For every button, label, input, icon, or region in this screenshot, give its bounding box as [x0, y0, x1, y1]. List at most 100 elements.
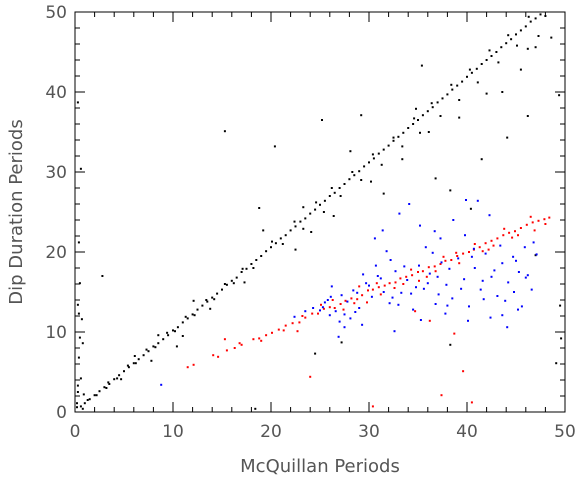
data-point: [428, 272, 431, 275]
data-point: [400, 291, 403, 294]
data-point: [371, 153, 374, 156]
data-point: [254, 407, 257, 410]
data-point: [476, 199, 479, 202]
data-point: [258, 207, 261, 209]
data-point: [330, 187, 333, 189]
data-point: [370, 295, 373, 298]
data-point: [510, 38, 513, 41]
data-point: [342, 308, 345, 311]
data-point: [375, 282, 378, 285]
data-point: [418, 279, 420, 282]
data-point: [296, 330, 299, 333]
data-point: [481, 279, 484, 282]
data-point: [82, 393, 85, 396]
data-point: [293, 315, 296, 318]
data-point: [221, 288, 223, 291]
data-point: [502, 234, 505, 237]
data-point: [340, 294, 343, 297]
data-point: [406, 279, 409, 281]
data-point: [524, 276, 527, 279]
data-point: [520, 305, 523, 308]
data-point: [496, 295, 499, 297]
data-point: [448, 267, 451, 270]
data-point: [461, 80, 464, 83]
axis-ticks-layer: 0 10 20 30 40 50 0 10 20 30 40 50: [45, 3, 575, 442]
data-point: [294, 248, 297, 251]
data-point: [225, 283, 228, 286]
data-point: [302, 206, 305, 209]
data-point: [279, 237, 282, 240]
data-point: [463, 278, 466, 281]
data-point: [517, 271, 520, 273]
data-point: [468, 305, 470, 308]
data-point: [166, 331, 169, 334]
data-point: [524, 25, 527, 28]
data-point: [358, 285, 361, 288]
data-point: [437, 293, 440, 296]
data-point: [530, 288, 533, 291]
x-tick-label: 50: [554, 422, 576, 442]
data-point: [534, 46, 537, 49]
data-point: [76, 101, 79, 104]
data-point: [559, 304, 562, 307]
data-points-layer: [76, 13, 563, 410]
data-point: [333, 191, 336, 194]
data-point: [349, 150, 352, 153]
data-point: [348, 178, 351, 181]
data-point: [334, 310, 337, 313]
data-point: [434, 303, 437, 305]
data-point: [260, 255, 263, 257]
data-point: [450, 83, 453, 86]
data-point: [332, 215, 335, 217]
data-point: [377, 152, 380, 155]
data-point: [340, 341, 343, 344]
data-point: [382, 291, 385, 293]
data-point: [351, 171, 354, 173]
data-point: [482, 298, 485, 301]
data-point: [381, 229, 384, 232]
y-tick-label: 0: [56, 403, 67, 423]
y-tick-label: 10: [45, 323, 67, 343]
data-point: [233, 347, 236, 349]
series-2: [160, 199, 538, 386]
data-point: [312, 307, 315, 309]
data-point: [503, 227, 506, 230]
data-point: [428, 319, 431, 322]
data-point: [444, 312, 447, 315]
data-point: [167, 334, 170, 337]
data-point: [83, 402, 86, 405]
data-point: [508, 231, 511, 234]
data-point: [505, 42, 508, 45]
data-point: [481, 250, 484, 253]
data-point: [484, 242, 487, 245]
data-point: [467, 319, 469, 322]
data-point: [469, 207, 472, 210]
data-point: [353, 302, 356, 305]
data-point: [504, 299, 507, 302]
data-point: [383, 284, 386, 287]
data-point: [380, 163, 383, 166]
data-point: [470, 71, 473, 74]
data-point: [134, 362, 137, 365]
data-point: [76, 391, 79, 393]
data-point: [452, 219, 455, 221]
data-point: [250, 263, 253, 265]
data-point: [397, 303, 400, 306]
data-point: [293, 220, 296, 223]
data-point: [93, 394, 96, 397]
data-point: [495, 51, 498, 53]
data-point: [360, 114, 363, 117]
data-point: [394, 281, 397, 284]
data-point: [425, 275, 428, 278]
data-point: [277, 328, 280, 331]
data-point: [525, 223, 528, 226]
data-point: [314, 352, 317, 355]
data-point: [558, 94, 561, 97]
data-point: [319, 309, 321, 312]
data-point: [365, 282, 368, 285]
data-point: [184, 315, 187, 318]
x-tick-label: 20: [260, 422, 282, 442]
data-point: [79, 405, 82, 408]
data-point: [439, 115, 442, 117]
